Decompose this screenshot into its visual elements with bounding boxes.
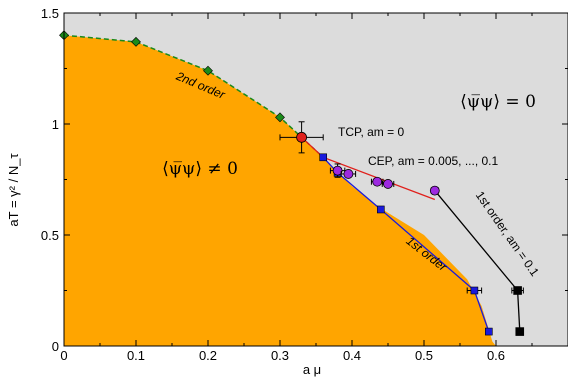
x-tick-label: 0 (60, 348, 67, 363)
black-square-marker (515, 327, 525, 336)
x-tick-label: 0.4 (343, 348, 361, 363)
second-order-line (63, 34, 303, 138)
blue-square-marker (484, 327, 493, 336)
black-square-marker (513, 286, 522, 295)
cep-marker (343, 169, 354, 179)
blue-square-marker (319, 153, 328, 162)
y-tick-label: 0.5 (41, 228, 59, 243)
y-axis-title: aT = γ² / N_τ (6, 153, 21, 227)
data-markers (59, 30, 525, 336)
axis-ticks: 0 0.1 0.2 0.3 0.4 0.5 0.6 0 0.5 1 1.5 (41, 6, 568, 363)
y-tick-label: 1 (52, 117, 59, 132)
cep-marker (332, 165, 343, 176)
broken-phase-region (64, 35, 496, 346)
cep-marker (383, 179, 393, 189)
x-tick-label: 0.2 (199, 348, 217, 363)
annotation-broken-phase: ⟨ψ̅ψ⟩ ≠ 0 (162, 159, 238, 179)
cep-marker (429, 185, 440, 196)
green-diamond-marker (275, 112, 285, 123)
y-tick-label: 1.5 (41, 6, 59, 21)
annotation-cep: CEP, am = 0.005, ..., 0.1 (368, 154, 499, 168)
blue-square-marker (376, 205, 385, 214)
x-tick-label: 0.6 (487, 348, 505, 363)
x-tick-label: 0.5 (415, 348, 433, 363)
green-diamond-marker (203, 65, 213, 76)
green-diamond-marker (131, 36, 141, 47)
x-axis-title: a μ (303, 362, 321, 377)
x-tick-label: 0.1 (127, 348, 145, 363)
x-tick-label: 0.3 (271, 348, 289, 363)
cep-marker (372, 176, 383, 187)
tcp-marker (296, 131, 308, 143)
annotation-tcp: TCP, am = 0 (338, 125, 404, 139)
y-tick-label: 0 (52, 339, 59, 354)
blue-square-marker (470, 286, 479, 295)
annotation-restored-phase: ⟨ψ̅ψ⟩ = 0 (460, 92, 536, 112)
